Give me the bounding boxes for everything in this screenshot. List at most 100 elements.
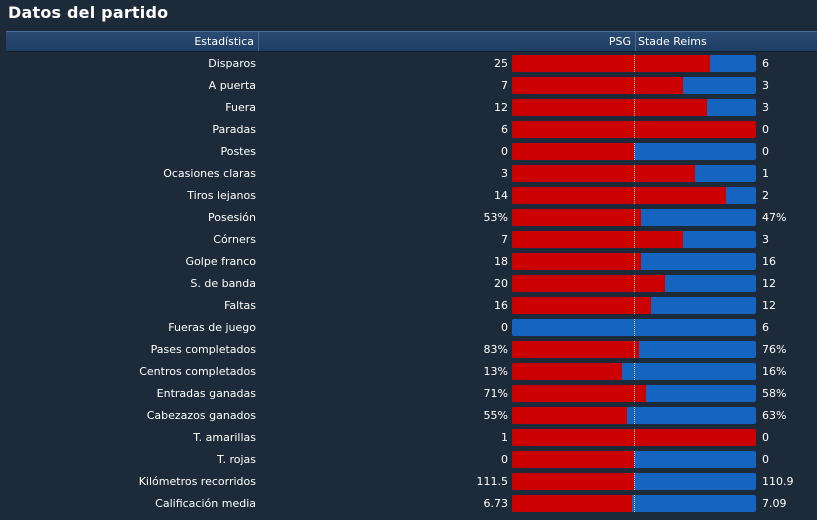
home-value: 16 bbox=[494, 299, 508, 312]
stat-row: Faltas 16 12 bbox=[0, 295, 817, 317]
comparison-bar bbox=[512, 55, 756, 72]
comparison-bar bbox=[512, 231, 756, 248]
comparison-bar bbox=[512, 121, 756, 138]
stat-label: Posesión bbox=[208, 211, 256, 224]
midpoint-marker bbox=[634, 165, 635, 182]
midpoint-marker bbox=[634, 407, 635, 424]
midpoint-marker bbox=[634, 319, 635, 336]
stat-label: Disparos bbox=[208, 57, 256, 70]
away-value: 0 bbox=[762, 431, 769, 444]
home-value: 0 bbox=[501, 145, 508, 158]
midpoint-marker bbox=[634, 231, 635, 248]
home-value: 1 bbox=[501, 431, 508, 444]
comparison-bar bbox=[512, 275, 756, 292]
home-share-fill bbox=[512, 451, 634, 468]
stat-row: Córners 7 3 bbox=[0, 229, 817, 251]
away-value: 16 bbox=[762, 255, 776, 268]
away-value: 47% bbox=[762, 211, 787, 224]
midpoint-marker bbox=[634, 495, 635, 512]
home-share-fill bbox=[512, 77, 683, 94]
stat-label: Córners bbox=[213, 233, 256, 246]
stat-label: Fuera bbox=[225, 101, 256, 114]
home-share-fill bbox=[512, 297, 652, 314]
stat-label: Postes bbox=[220, 145, 256, 158]
column-header-away-team[interactable]: Stade Reims bbox=[638, 35, 707, 48]
away-value: 0 bbox=[762, 145, 769, 158]
home-share-fill bbox=[512, 99, 708, 116]
stat-row: Paradas 6 0 bbox=[0, 119, 817, 141]
stat-label: T. rojas bbox=[217, 453, 256, 466]
comparison-bar bbox=[512, 385, 756, 402]
stat-label: Ocasiones claras bbox=[163, 167, 256, 180]
stat-row: Cabezazos ganados 55% 63% bbox=[0, 405, 817, 427]
home-share-fill bbox=[512, 55, 710, 72]
home-value: 14 bbox=[494, 189, 508, 202]
comparison-bar bbox=[512, 319, 756, 336]
away-value: 63% bbox=[762, 409, 787, 422]
home-share-fill bbox=[512, 143, 634, 160]
away-value: 3 bbox=[762, 233, 769, 246]
stat-row: A puerta 7 3 bbox=[0, 75, 817, 97]
comparison-bar bbox=[512, 451, 756, 468]
stat-label: Calificación media bbox=[155, 497, 256, 510]
away-value: 7.09 bbox=[762, 497, 787, 510]
away-value: 110.9 bbox=[762, 475, 794, 488]
comparison-bar bbox=[512, 209, 756, 226]
stat-row: Posesión 53% 47% bbox=[0, 207, 817, 229]
home-share-fill bbox=[512, 209, 642, 226]
stat-row: Golpe franco 18 16 bbox=[0, 251, 817, 273]
home-value: 71% bbox=[483, 387, 508, 400]
stat-row: T. rojas 0 0 bbox=[0, 449, 817, 471]
home-share-fill bbox=[512, 385, 647, 402]
stat-row: Pases completados 83% 76% bbox=[0, 339, 817, 361]
midpoint-marker bbox=[634, 121, 635, 138]
home-share-fill bbox=[512, 231, 683, 248]
stat-row: Calificación media 6.73 7.09 bbox=[0, 493, 817, 515]
away-value: 12 bbox=[762, 299, 776, 312]
home-value: 25 bbox=[494, 57, 508, 70]
stat-label: Cabezazos ganados bbox=[146, 409, 256, 422]
midpoint-marker bbox=[634, 429, 635, 446]
stat-row: Fuera 12 3 bbox=[0, 97, 817, 119]
home-value: 3 bbox=[501, 167, 508, 180]
home-value: 13% bbox=[483, 365, 508, 378]
home-share-fill bbox=[512, 407, 627, 424]
away-value: 2 bbox=[762, 189, 769, 202]
home-share-fill bbox=[512, 187, 726, 204]
home-share-fill bbox=[512, 473, 634, 490]
page-title: Datos del partido bbox=[8, 3, 169, 22]
stat-row: Entradas ganadas 71% 58% bbox=[0, 383, 817, 405]
comparison-bar bbox=[512, 297, 756, 314]
midpoint-marker bbox=[634, 451, 635, 468]
stat-row: T. amarillas 1 0 bbox=[0, 427, 817, 449]
home-value: 12 bbox=[494, 101, 508, 114]
away-value: 3 bbox=[762, 101, 769, 114]
midpoint-marker bbox=[634, 187, 635, 204]
stat-label: Entradas ganadas bbox=[156, 387, 256, 400]
comparison-bar bbox=[512, 253, 756, 270]
away-value: 58% bbox=[762, 387, 787, 400]
home-share-fill bbox=[512, 253, 642, 270]
midpoint-marker bbox=[634, 143, 635, 160]
away-value: 12 bbox=[762, 277, 776, 290]
away-value: 1 bbox=[762, 167, 769, 180]
home-value: 20 bbox=[494, 277, 508, 290]
comparison-bar bbox=[512, 99, 756, 116]
stat-row: Ocasiones claras 3 1 bbox=[0, 163, 817, 185]
midpoint-marker bbox=[634, 209, 635, 226]
column-header-stat[interactable]: Estadística bbox=[6, 32, 259, 51]
midpoint-marker bbox=[634, 275, 635, 292]
comparison-bar bbox=[512, 407, 756, 424]
stat-row: Centros completados 13% 16% bbox=[0, 361, 817, 383]
midpoint-marker bbox=[634, 99, 635, 116]
comparison-bar bbox=[512, 495, 756, 512]
comparison-bar bbox=[512, 363, 756, 380]
comparison-bar bbox=[512, 341, 756, 358]
stat-row: Fueras de juego 0 6 bbox=[0, 317, 817, 339]
away-value: 0 bbox=[762, 453, 769, 466]
home-share-fill bbox=[512, 363, 622, 380]
comparison-bar bbox=[512, 473, 756, 490]
stat-label: A puerta bbox=[208, 79, 256, 92]
column-header-home-team[interactable]: PSG bbox=[259, 32, 636, 51]
